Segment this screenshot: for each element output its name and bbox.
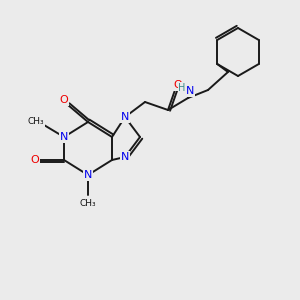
- Text: CH₃: CH₃: [28, 118, 44, 127]
- Text: O: O: [174, 80, 182, 90]
- Text: H: H: [178, 83, 186, 93]
- Text: N: N: [121, 112, 129, 122]
- Text: N: N: [121, 152, 129, 162]
- Text: N: N: [186, 86, 194, 96]
- Text: N: N: [84, 170, 92, 180]
- Text: N: N: [60, 132, 68, 142]
- Text: O: O: [31, 155, 39, 165]
- Text: CH₃: CH₃: [80, 199, 96, 208]
- Text: O: O: [60, 95, 68, 105]
